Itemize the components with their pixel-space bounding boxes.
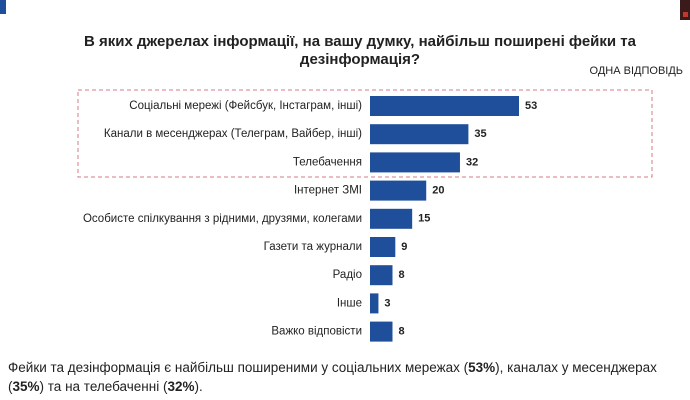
chart-title: В яких джерелах інформації, на вашу думк… <box>84 33 637 50</box>
category-label: Радіо <box>333 269 362 281</box>
footer-text: ), каналах у месенджерах ( <box>8 360 657 394</box>
value-label: 3 <box>384 297 390 309</box>
note: ОДНА ВІДПОВІДЬ <box>590 65 683 77</box>
footer-highlight: 53% <box>468 360 496 375</box>
value-label: 15 <box>418 213 430 225</box>
category-label: Інтернет ЗМІ <box>294 185 362 197</box>
bar <box>370 180 427 201</box>
bar <box>370 152 460 173</box>
category-label: Інше <box>337 297 362 309</box>
corner-logo-accent <box>683 12 688 17</box>
highlight-box <box>77 89 653 178</box>
chart: В яких джерелах інформації, на вашу думк… <box>0 0 690 342</box>
footer: Фейки та дезінформація є найбільш пошире… <box>8 358 688 396</box>
category-label: Важко відповісти <box>271 326 362 338</box>
footer-text: Фейки та дезінформація є найбільш пошире… <box>8 360 469 375</box>
bar <box>370 293 379 314</box>
bar <box>370 208 413 229</box>
category-label: Газети та журнали <box>264 241 362 253</box>
bar <box>370 124 469 145</box>
footer-highlight: 35% <box>12 379 40 394</box>
value-label: 32 <box>466 156 478 168</box>
chart-title: дезінформація? <box>300 51 420 68</box>
category-label: Соціальні мережі (Фейсбук, Інстаграм, ін… <box>129 100 362 112</box>
value-label: 9 <box>401 241 407 253</box>
bar <box>370 237 396 257</box>
category-label: Особисте спілкування з рідними, друзями,… <box>83 213 362 225</box>
footer-text: ). <box>194 379 203 394</box>
value-label: 53 <box>525 100 537 112</box>
corner-logo <box>680 0 690 20</box>
bar <box>370 96 519 116</box>
bar <box>370 265 393 286</box>
value-label: 8 <box>398 326 404 338</box>
bar <box>370 321 393 342</box>
value-label: 8 <box>398 269 404 281</box>
value-label: 20 <box>432 185 444 197</box>
value-label: 35 <box>474 128 486 140</box>
category-label: Телебачення <box>293 156 362 168</box>
footer-text: ) та на телебаченні ( <box>39 379 168 394</box>
category-label: Канали в месенджерах (Телеграм, Вайбер, … <box>104 128 362 140</box>
logo <box>0 0 6 14</box>
footer-highlight: 32% <box>167 379 195 394</box>
